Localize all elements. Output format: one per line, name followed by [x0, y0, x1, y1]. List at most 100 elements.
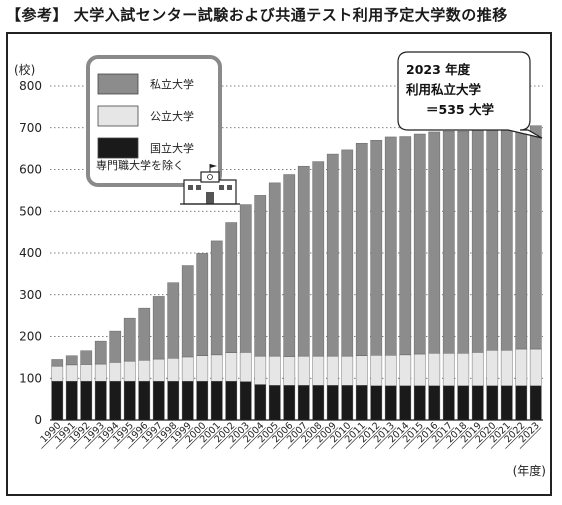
bar-segment — [297, 355, 310, 386]
bar-segment — [471, 352, 484, 386]
x-tick-underline — [505, 427, 527, 449]
bar-segment — [268, 355, 281, 386]
callout-bubble-shape — [397, 51, 543, 139]
bar-segment — [413, 385, 426, 421]
x-tick-underline — [403, 427, 426, 449]
bar-segment — [152, 358, 165, 382]
bar-segment — [326, 153, 339, 357]
bar-segment — [65, 380, 78, 421]
y-tick-label: 800 — [19, 79, 42, 93]
x-tick-underline — [142, 427, 165, 449]
bar-segment — [210, 380, 223, 421]
bar-segment — [341, 355, 354, 386]
bar-segment — [384, 355, 397, 386]
y-axis-unit-label: (校) — [14, 62, 35, 77]
bar-segment — [181, 265, 194, 358]
bar-segment — [181, 356, 194, 382]
bar-segment — [94, 340, 107, 365]
bar-segment — [355, 142, 368, 356]
bar-segment — [51, 359, 64, 367]
legend-note: 専門職大学を除く — [96, 158, 184, 172]
bar-segment — [457, 385, 470, 421]
bar-segment — [486, 129, 499, 351]
bar-segment — [123, 317, 136, 362]
bar-segment — [326, 385, 339, 421]
bars — [51, 125, 542, 421]
x-tick-underline — [461, 427, 484, 449]
x-tick-underline — [229, 427, 252, 449]
bar-segment — [384, 136, 397, 356]
bar-segment — [167, 358, 180, 382]
bar-segment — [312, 385, 325, 421]
x-axis-ticks: 1990199119921993199419951996199719981999… — [38, 420, 542, 449]
bar-segment — [312, 161, 325, 357]
bar-segment — [283, 385, 296, 421]
bar-segment — [254, 384, 267, 421]
bar-segment — [500, 129, 513, 351]
x-tick-underline — [171, 427, 194, 449]
bar-segment — [341, 149, 354, 357]
legend-label: 公立大学 — [150, 109, 194, 123]
x-tick-underline — [287, 427, 310, 449]
y-tick-label: 500 — [19, 204, 42, 218]
bar-segment — [109, 362, 122, 382]
bar-segment — [399, 354, 412, 386]
x-tick-underline — [345, 427, 368, 449]
bar-segment — [428, 353, 441, 386]
bar-segment — [210, 240, 223, 356]
chart-frame: 0 100 200 300 400 500 600 700 800 (校) 1990 1991 19… — [6, 32, 552, 496]
bar-segment — [268, 385, 281, 421]
x-tick-underline — [244, 427, 266, 449]
bar-segment — [65, 355, 78, 366]
bar-segment — [312, 355, 325, 386]
bar-segment — [428, 385, 441, 421]
callout-line-2: 利用私立大学 — [406, 82, 482, 97]
y-axis-ticks: 0 100 200 300 400 500 600 700 800 — [19, 79, 42, 427]
bar-segment — [471, 130, 484, 353]
bar-segment — [326, 355, 339, 386]
y-tick-label: 600 — [19, 163, 42, 177]
x-tick-underline — [70, 427, 92, 449]
y-tick-label: 400 — [19, 246, 42, 260]
stacked-bar-chart: 0 100 200 300 400 500 600 700 800 (校) 1990199119… — [14, 51, 546, 478]
bar-segment — [486, 385, 499, 421]
y-tick-label: 700 — [19, 121, 42, 135]
bar-segment — [196, 355, 209, 382]
bar-segment — [500, 350, 513, 386]
bar-segment — [384, 385, 397, 421]
bar-segment — [80, 380, 93, 421]
bar-segment — [181, 380, 194, 421]
bar-segment — [225, 352, 238, 382]
bar-segment — [515, 348, 528, 386]
bar-segment — [399, 136, 412, 356]
x-tick-underline — [84, 427, 107, 449]
bar-segment — [94, 363, 107, 382]
bar-segment — [167, 380, 180, 421]
bar-segment — [152, 380, 165, 421]
x-tick-underline — [41, 427, 63, 449]
bar-segment — [471, 385, 484, 421]
bar-segment — [529, 125, 542, 350]
bar-segment — [413, 353, 426, 386]
x-tick-underline — [157, 427, 179, 449]
x-tick-underline — [519, 427, 542, 449]
bar-segment — [515, 385, 528, 421]
bar-segment — [500, 385, 513, 421]
bar-segment — [210, 354, 223, 382]
x-tick-underline — [374, 427, 397, 449]
school-building-icon — [180, 164, 240, 205]
bar-segment — [297, 385, 310, 421]
legend-swatch — [97, 105, 139, 127]
legend-label: 私立大学 — [150, 77, 194, 91]
chart-heading: 【参考】 大学入試センター試験および共通テスト利用予定大学数の推移 — [6, 6, 508, 24]
legend-swatch — [97, 137, 139, 159]
bar-segment — [442, 130, 455, 354]
bar-segment — [80, 364, 93, 382]
bar-segment — [370, 355, 383, 386]
bar-segment — [428, 131, 441, 354]
y-tick-label: 300 — [19, 288, 42, 302]
bar-segment — [355, 355, 368, 386]
bar-segment — [51, 365, 64, 382]
bar-segment — [65, 364, 78, 382]
bar-segment — [196, 380, 209, 421]
